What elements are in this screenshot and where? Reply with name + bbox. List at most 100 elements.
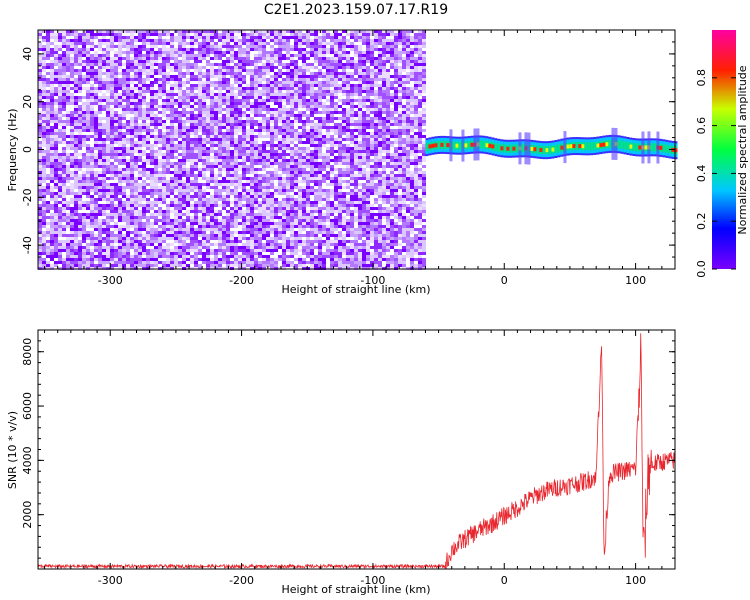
- spectrogram-cell: [114, 237, 118, 240]
- spectrogram-cell: [250, 96, 254, 99]
- spectrogram-cell: [90, 84, 94, 87]
- spectrogram-cell: [150, 87, 154, 90]
- spectrogram-cell: [190, 144, 194, 147]
- spectrogram-cell: [258, 249, 262, 252]
- spectrogram-cell: [146, 159, 150, 162]
- spectrogram-cell: [258, 84, 262, 87]
- spectrogram-cell: [130, 42, 134, 45]
- spectrogram-cell: [174, 69, 178, 72]
- spectrogram-cell: [82, 105, 86, 108]
- spectrogram-cell: [158, 54, 162, 57]
- spectrogram-cell: [294, 90, 298, 93]
- spectrogram-cell: [282, 252, 286, 255]
- spectrogram-cell: [54, 141, 58, 144]
- spectrogram-cell: [198, 153, 202, 156]
- spectrogram-cell: [250, 240, 254, 243]
- spectrogram-cell: [94, 60, 98, 63]
- spectrogram-cell: [170, 231, 174, 234]
- spectrogram-cell: [178, 45, 182, 48]
- spectrogram-cell: [102, 222, 106, 225]
- spectrogram-cell: [46, 99, 50, 102]
- spectrogram-cell: [226, 225, 230, 228]
- spectrogram-cell: [250, 207, 254, 210]
- spectrogram-cell: [66, 216, 70, 219]
- spectrogram-cell: [286, 39, 290, 42]
- spectrogram-cell: [146, 75, 150, 78]
- spectrogram-cell: [206, 165, 210, 168]
- spectrogram-cell: [238, 117, 242, 120]
- spectrogram-cell: [90, 252, 94, 255]
- spectrogram-cell: [186, 72, 190, 75]
- spectrogram-cell: [182, 204, 186, 207]
- spectrogram-cell: [90, 99, 94, 102]
- spectrogram-cell: [42, 174, 46, 177]
- spectrogram-cell: [254, 87, 258, 90]
- spectrogram-cell: [306, 243, 310, 246]
- spectrogram-cell: [258, 81, 262, 84]
- spectrogram-cell: [214, 87, 218, 90]
- spectrogram-cell: [114, 147, 118, 150]
- spectrogram-cell: [154, 51, 158, 54]
- spectrogram-cell: [266, 42, 270, 45]
- spectrogram-cell: [54, 132, 58, 135]
- spectrogram-cell: [66, 213, 70, 216]
- spectrogram-cell: [222, 228, 226, 231]
- spectrogram-cell: [70, 72, 74, 75]
- spectrogram-cell: [286, 213, 290, 216]
- spectrogram-cell: [62, 153, 66, 156]
- spectrogram-cell: [278, 222, 282, 225]
- spectrogram-cell: [318, 264, 322, 267]
- spectrogram-cell: [234, 36, 238, 39]
- spectrogram-cell: [74, 54, 78, 57]
- spectrogram-cell: [190, 225, 194, 228]
- spectrogram-cell: [226, 159, 230, 162]
- spectrogram-cell: [122, 228, 126, 231]
- spectrogram-cell: [254, 252, 258, 255]
- spectrogram-cell: [202, 153, 206, 156]
- spectrogram-cell: [182, 171, 186, 174]
- spectrogram-cell: [62, 240, 66, 243]
- spectrogram-cell: [98, 240, 102, 243]
- spectrogram-cell: [174, 63, 178, 66]
- spectrogram-cell: [270, 57, 274, 60]
- spectrogram-cell: [86, 249, 90, 252]
- spectrogram-cell: [78, 105, 82, 108]
- spectrogram-cell: [294, 240, 298, 243]
- spectrogram-cell: [66, 96, 70, 99]
- spectrogram-cell: [206, 108, 210, 111]
- spectrogram-cell: [158, 210, 162, 213]
- spectrogram-cell: [294, 246, 298, 249]
- spectrogram-cell: [198, 30, 202, 33]
- spectrogram-cell: [50, 186, 54, 189]
- spectrogram-cell: [274, 264, 278, 267]
- spectrogram-cell: [114, 171, 118, 174]
- spectrogram-cell: [298, 171, 302, 174]
- spectrogram-cell: [270, 222, 274, 225]
- spectrogram-cell: [106, 192, 110, 195]
- spectrogram-cell: [290, 201, 294, 204]
- spectrogram-cell: [242, 138, 246, 141]
- spectrogram-cell: [150, 102, 154, 105]
- spectrogram-cell: [226, 123, 230, 126]
- spectrogram-cell: [298, 222, 302, 225]
- spectrogram-cell: [90, 234, 94, 237]
- spectrogram-cell: [146, 216, 150, 219]
- spectrogram-cell: [74, 48, 78, 51]
- spectrogram-cell: [314, 216, 318, 219]
- spectrogram-cell: [274, 60, 278, 63]
- spectrogram-cell: [82, 123, 86, 126]
- spectrogram-cell: [294, 237, 298, 240]
- spectrogram-cell: [46, 156, 50, 159]
- spectrogram-cell: [138, 114, 142, 117]
- spectrogram-cell: [254, 225, 258, 228]
- spectrogram-cell: [234, 177, 238, 180]
- spectrogram-cell: [202, 183, 206, 186]
- spectrogram-cell: [290, 72, 294, 75]
- spectrogram-cell: [138, 219, 142, 222]
- spectrogram-cell: [294, 174, 298, 177]
- spectrogram-cell: [182, 90, 186, 93]
- spectrogram-cell: [214, 261, 218, 264]
- spectrogram-cell: [226, 45, 230, 48]
- spectrogram-cell: [226, 129, 230, 132]
